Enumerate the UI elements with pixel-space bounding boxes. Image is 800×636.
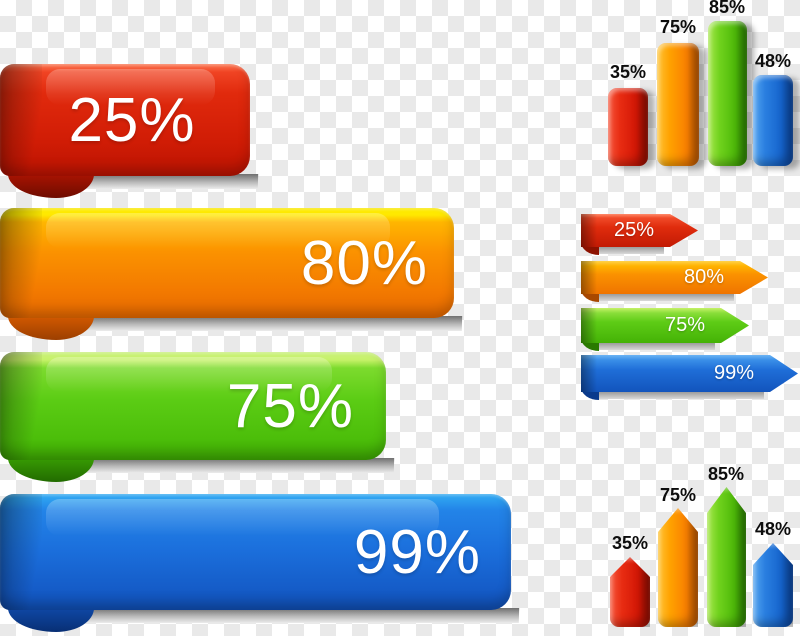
arrow-ribbon-green: 75% [581,308,749,351]
arrow-value-label: 75% [664,314,705,336]
bar-value-label: 35% [611,533,649,553]
banner-value-label: 75% [226,371,354,441]
arrow-ribbon-orange: 80% [581,261,768,302]
bar-value-label: 85% [707,464,745,484]
arrow-body [581,355,798,392]
arrow-ribbon-red: 25% [581,214,698,255]
arrow-ribbon-blue: 99% [581,355,798,400]
banner-value-label: 25% [68,85,196,155]
arrow-bar-orange [658,508,698,627]
bar-value-label: 35% [609,62,647,82]
bar-value-label: 48% [754,51,792,71]
bar-blue [753,75,793,166]
arrow-shadow [595,390,764,399]
bar-orange [657,43,699,166]
bar-value-label: 85% [708,0,746,17]
arrow-bar-green [707,487,746,627]
arrow-bar-blue [753,543,793,627]
arrow-shadow [595,341,715,350]
bar-red [608,88,648,166]
arrow-body [581,261,768,294]
arrow-bar-red [610,557,650,627]
arrow-body [581,308,749,343]
ribbon-banner-blue: 99% [0,494,520,632]
arrow-shadow [595,292,734,301]
banner-value-label: 99% [353,517,481,587]
ribbon-banner-green: 75% [0,352,395,482]
ribbon-banner-orange: 80% [0,208,463,340]
banner-shadow [33,316,463,331]
arrow-value-label: 80% [683,266,724,288]
banner-body [0,64,250,176]
arrow-value-label: 25% [613,219,654,241]
bar-value-label: 48% [754,519,792,539]
banner-shadow [33,608,520,623]
mini-arrow-bar-chart: 35% 75% 85% 48% [600,460,800,636]
arrow-body [581,214,698,247]
arrow-value-label: 99% [713,362,754,384]
banner-body [0,494,511,610]
ribbon-banner-red: 25% [0,64,259,198]
banner-body [0,352,386,460]
arrow-shadow [595,245,664,254]
banner-body [0,208,454,318]
bar-value-label: 75% [659,17,697,37]
bar-green [708,21,747,166]
mini-vertical-bar-chart: 35% 75% 85% 48% [600,0,800,176]
bar-value-label: 75% [659,485,697,505]
banner-value-label: 80% [300,228,428,298]
